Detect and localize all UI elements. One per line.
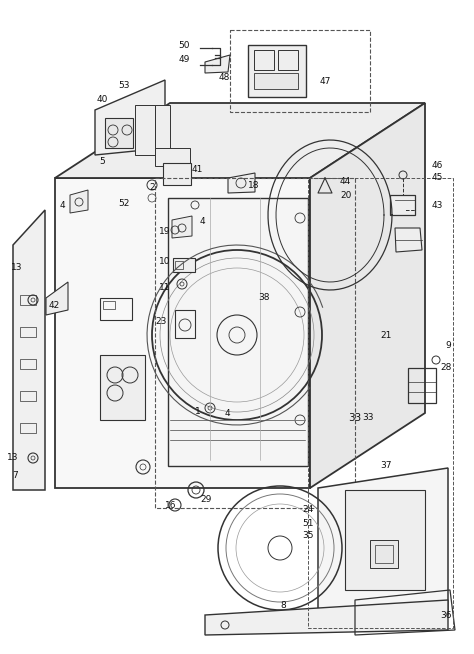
Bar [155, 148, 190, 166]
Bar [345, 490, 425, 590]
Bar [308, 178, 453, 628]
Text: 20: 20 [340, 190, 351, 199]
Polygon shape [70, 190, 88, 213]
Text: 21: 21 [380, 330, 392, 339]
Text: 47: 47 [320, 78, 331, 86]
Text: 5: 5 [99, 158, 105, 167]
Bar [370, 540, 398, 568]
Text: 48: 48 [219, 73, 230, 82]
Polygon shape [205, 600, 448, 635]
Text: 33: 33 [362, 413, 374, 422]
Text: 1: 1 [195, 407, 201, 417]
Text: 42: 42 [49, 300, 60, 309]
Text: 38: 38 [258, 294, 270, 303]
Text: 36: 36 [440, 610, 452, 619]
Text: 51: 51 [302, 519, 313, 528]
Text: 44: 44 [340, 177, 351, 186]
Text: 50: 50 [179, 41, 190, 50]
Bar [20, 295, 36, 305]
Polygon shape [205, 55, 230, 73]
Text: 41: 41 [192, 165, 203, 175]
Text: 49: 49 [179, 56, 190, 65]
Polygon shape [318, 468, 448, 620]
Bar [175, 310, 195, 338]
Text: 19: 19 [158, 228, 170, 237]
Text: 4: 4 [59, 201, 65, 209]
Text: 24: 24 [302, 506, 313, 515]
Text: 13: 13 [7, 453, 18, 462]
Bar [173, 258, 195, 272]
Bar [168, 198, 308, 466]
Text: 10: 10 [158, 258, 170, 266]
Bar [135, 105, 155, 155]
Text: 37: 37 [380, 460, 392, 470]
Text: 52: 52 [118, 199, 130, 207]
Text: 33: 33 [348, 413, 361, 423]
Text: 7: 7 [12, 470, 18, 479]
Bar [163, 163, 191, 185]
Bar [155, 178, 355, 508]
Polygon shape [13, 210, 45, 490]
Text: 35: 35 [302, 530, 313, 540]
Text: 4: 4 [200, 218, 206, 226]
Polygon shape [228, 173, 255, 193]
Polygon shape [55, 103, 425, 178]
Text: 13: 13 [10, 264, 22, 273]
Text: 16: 16 [165, 500, 176, 509]
Bar [230, 30, 370, 112]
Bar [103, 301, 115, 309]
Text: 45: 45 [432, 173, 443, 182]
Text: 18: 18 [248, 181, 259, 190]
Bar [254, 73, 298, 89]
Text: 53: 53 [118, 80, 130, 90]
Bar [254, 50, 274, 70]
Text: 9: 9 [445, 341, 451, 349]
Polygon shape [95, 80, 165, 155]
Bar [375, 545, 393, 563]
Bar [175, 261, 183, 269]
Text: 11: 11 [158, 283, 170, 292]
Polygon shape [55, 178, 310, 488]
Bar [278, 50, 298, 70]
Text: 2: 2 [149, 184, 155, 192]
Text: 29: 29 [200, 496, 211, 504]
Bar [20, 359, 36, 369]
Bar [100, 355, 145, 420]
Polygon shape [395, 228, 422, 252]
Bar [100, 298, 132, 320]
Polygon shape [46, 282, 68, 315]
Text: 28: 28 [440, 364, 451, 373]
Bar [20, 423, 36, 433]
Text: 40: 40 [97, 95, 108, 105]
Bar [408, 368, 436, 403]
Bar [105, 118, 133, 148]
Polygon shape [310, 103, 425, 488]
Text: 8: 8 [280, 600, 286, 610]
Bar [248, 45, 306, 97]
Text: 4: 4 [225, 409, 231, 419]
Bar [20, 391, 36, 401]
Text: 23: 23 [155, 317, 167, 326]
Bar [20, 327, 36, 337]
Text: 43: 43 [432, 201, 443, 209]
Polygon shape [172, 216, 192, 238]
Bar [155, 105, 170, 155]
Polygon shape [390, 195, 415, 215]
Text: 46: 46 [432, 160, 443, 169]
